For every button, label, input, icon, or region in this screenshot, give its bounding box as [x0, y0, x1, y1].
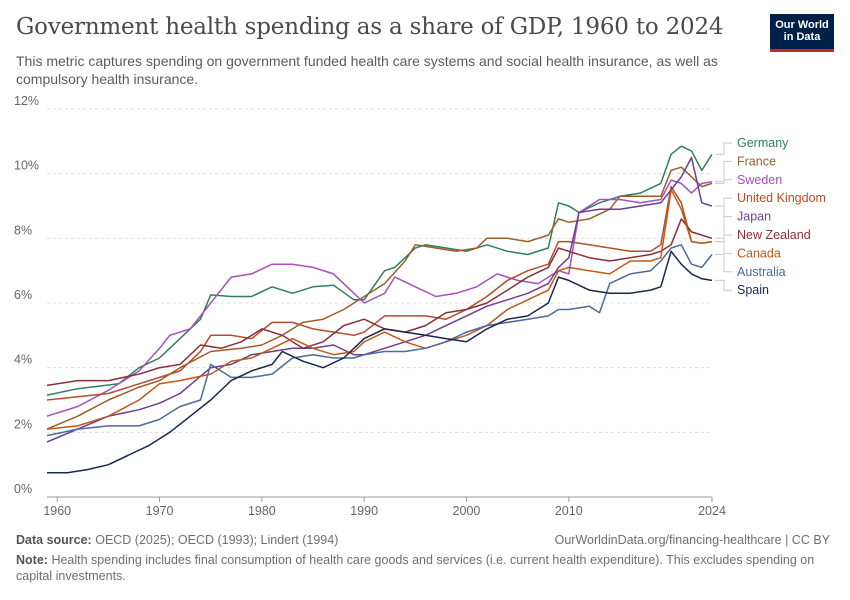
- legend-label[interactable]: United Kingdom: [737, 191, 826, 205]
- legend-label[interactable]: New Zealand: [737, 228, 811, 242]
- x-tick-label: 1960: [43, 504, 71, 518]
- x-tick-label: 1990: [350, 504, 378, 518]
- y-tick-label: 6%: [14, 288, 32, 302]
- grid-lines: [47, 108, 712, 498]
- y-tick-label: 10%: [14, 159, 39, 173]
- owid-logo[interactable]: Our World in Data: [770, 14, 834, 52]
- y-tick-label: 12%: [14, 94, 39, 108]
- logo-line-1: Our World: [775, 19, 829, 31]
- y-axis: 0% 2% 4% 6% 8% 10% 12%: [14, 94, 39, 496]
- series-line-new-zealand: [46, 218, 713, 387]
- series-lines: [46, 145, 713, 474]
- series-line-united-kingdom: [46, 185, 713, 401]
- legend-connector: [715, 160, 732, 184]
- x-tick-label: 2010: [555, 504, 583, 518]
- legend-connector: [715, 241, 732, 254]
- legend-label[interactable]: Japan: [737, 210, 771, 224]
- line-chart: 0% 2% 4% 6% 8% 10% 12% 1960 1970 1980 1990 2000 201…: [14, 94, 826, 518]
- legend-connector: [715, 234, 732, 239]
- series-line-australia: [46, 244, 713, 437]
- legend-connector: [715, 179, 732, 183]
- note-label: Note:: [16, 553, 48, 567]
- x-tick-label: 2024: [698, 504, 726, 518]
- y-tick-label: 2%: [14, 417, 32, 431]
- legend: Germany France Sweden United Kingdom Japan Ne…: [715, 136, 826, 297]
- series-line-spain: [47, 250, 713, 474]
- legend-label[interactable]: Sweden: [737, 173, 782, 187]
- credit-link[interactable]: OurWorldinData.org/financing-healthcare …: [554, 533, 830, 547]
- x-axis: 1960 1970 1980 1990 2000 2010 2024: [43, 497, 726, 518]
- series-line-canada: [46, 189, 713, 430]
- x-tick-label: 1980: [248, 504, 276, 518]
- legend-connector: [715, 205, 732, 218]
- note-line: Note: Health spending includes final con…: [16, 552, 836, 584]
- y-tick-label: 4%: [14, 353, 32, 367]
- y-tick-label: 8%: [14, 223, 32, 237]
- series-line-france: [46, 166, 713, 430]
- legend-connector: [715, 254, 732, 273]
- source-line: Data source: OECD (2025); OECD (1993); L…: [16, 532, 836, 548]
- footer: Data source: OECD (2025); OECD (1993); L…: [16, 532, 836, 584]
- legend-connector: [715, 279, 732, 291]
- legend-label[interactable]: Spain: [737, 283, 769, 297]
- legend-label[interactable]: Australia: [737, 265, 786, 279]
- chart-title: Government health spending as a share of…: [16, 14, 724, 40]
- series-line-japan: [46, 156, 713, 443]
- legend-connector: [715, 142, 732, 155]
- note-text: Health spending includes final consumpti…: [16, 553, 815, 583]
- x-tick-label: 1970: [146, 504, 174, 518]
- y-tick-label: 0%: [14, 482, 32, 496]
- chart-subtitle: This metric captures spending on governm…: [16, 53, 718, 87]
- legend-label[interactable]: France: [737, 154, 776, 168]
- series-line-sweden: [46, 179, 713, 417]
- source-label: Data source:: [16, 533, 92, 547]
- series-line-germany: [46, 145, 713, 396]
- source-text[interactable]: OECD (2025); OECD (1993); Lindert (1994): [95, 533, 339, 547]
- logo-line-2: in Data: [783, 31, 821, 43]
- x-tick-label: 2000: [453, 504, 481, 518]
- legend-label[interactable]: Germany: [737, 136, 789, 150]
- legend-label[interactable]: Canada: [737, 246, 781, 260]
